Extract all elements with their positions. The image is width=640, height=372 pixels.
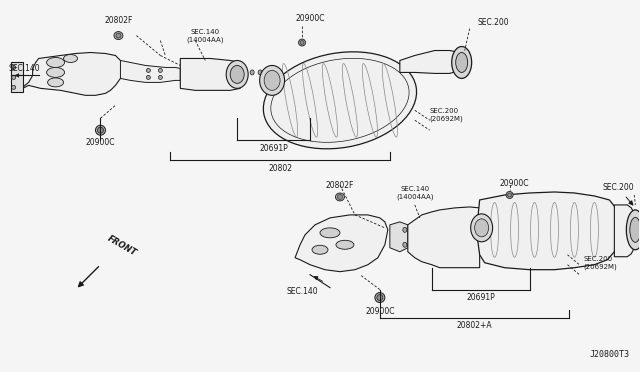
Text: 20691P: 20691P [260,144,289,153]
Ellipse shape [298,39,305,46]
Ellipse shape [377,295,383,301]
Ellipse shape [97,127,104,133]
Ellipse shape [47,58,65,67]
Ellipse shape [158,68,163,73]
Polygon shape [614,205,634,257]
Polygon shape [180,58,240,90]
Text: SEC.140
(14004AA): SEC.140 (14004AA) [186,29,224,42]
Text: 20802F: 20802F [326,180,354,189]
Ellipse shape [147,68,150,73]
Ellipse shape [425,229,439,247]
Ellipse shape [506,192,513,198]
Ellipse shape [114,32,123,39]
Polygon shape [11,62,22,92]
Ellipse shape [420,224,443,252]
Polygon shape [295,215,388,272]
Polygon shape [19,52,125,95]
Text: SEC.200
(20692M): SEC.200 (20692M) [430,108,463,122]
Ellipse shape [47,67,65,77]
Ellipse shape [337,195,342,199]
Ellipse shape [260,65,285,95]
Polygon shape [477,192,620,270]
Text: 20802+A: 20802+A [457,321,492,330]
Text: SEC.140: SEC.140 [9,64,40,73]
Ellipse shape [12,86,15,89]
Ellipse shape [508,193,511,197]
Ellipse shape [47,78,63,87]
Polygon shape [400,51,460,73]
Ellipse shape [456,52,468,73]
Text: 20900C: 20900C [295,14,324,23]
Ellipse shape [312,245,328,254]
Text: SEC.200
(20692M): SEC.200 (20692M) [584,256,617,270]
Ellipse shape [147,76,150,79]
Text: 20802: 20802 [268,164,292,173]
Ellipse shape [452,46,472,78]
Ellipse shape [627,210,640,250]
Ellipse shape [630,217,640,242]
Ellipse shape [336,240,354,249]
Ellipse shape [300,41,304,45]
Ellipse shape [264,70,280,90]
Ellipse shape [320,228,340,238]
Ellipse shape [226,61,248,89]
Polygon shape [120,61,180,82]
Text: 20691P: 20691P [467,293,495,302]
Ellipse shape [95,125,106,135]
Ellipse shape [263,52,417,149]
Ellipse shape [12,65,15,70]
Polygon shape [408,207,479,268]
Text: 20900C: 20900C [365,307,395,316]
Ellipse shape [116,33,121,38]
Text: J20800T3: J20800T3 [589,350,629,359]
Ellipse shape [403,242,407,247]
Text: SEC.200: SEC.200 [603,183,634,192]
Text: SEC.200: SEC.200 [477,18,509,27]
Ellipse shape [266,70,270,75]
Ellipse shape [258,70,262,75]
Ellipse shape [63,54,77,62]
Ellipse shape [12,76,15,79]
Text: 20900C: 20900C [86,138,115,147]
Ellipse shape [375,293,385,302]
Ellipse shape [335,193,344,201]
Text: FRONT: FRONT [106,234,138,258]
Ellipse shape [470,214,493,242]
Ellipse shape [250,70,254,75]
Ellipse shape [158,76,163,79]
Text: 20802F: 20802F [104,16,132,25]
Ellipse shape [403,227,407,232]
Ellipse shape [230,65,244,83]
Text: 20900C: 20900C [500,179,529,187]
Text: SEC.140: SEC.140 [286,287,318,296]
Polygon shape [390,222,408,252]
Ellipse shape [271,58,409,142]
Ellipse shape [475,219,488,237]
Text: SEC.140
(14004AA): SEC.140 (14004AA) [396,186,433,200]
